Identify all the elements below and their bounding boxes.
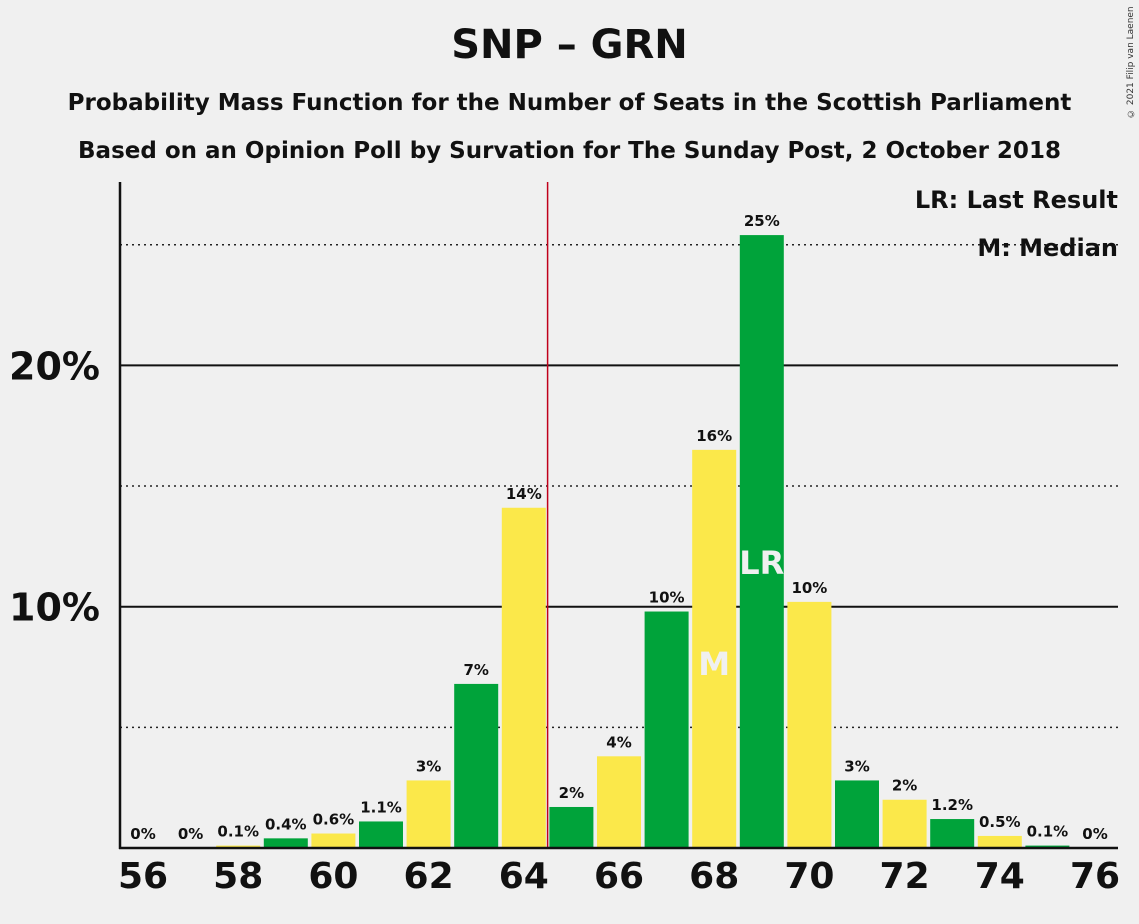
bar-seat-63 bbox=[454, 683, 499, 848]
x-tick-label: 76 bbox=[1070, 856, 1120, 897]
bar-seat-69 bbox=[739, 235, 784, 848]
bar-value-label: 3% bbox=[416, 757, 441, 775]
bar-seat-65 bbox=[549, 806, 594, 848]
x-tick-label: 56 bbox=[118, 856, 168, 897]
bar-seat-71 bbox=[835, 780, 879, 848]
bar-value-label: 2% bbox=[559, 784, 584, 802]
x-tick-label: 70 bbox=[784, 856, 834, 897]
bar-seat-70 bbox=[787, 601, 832, 848]
bar-value-label: 0.1% bbox=[217, 823, 259, 841]
bar-seat-62 bbox=[406, 780, 451, 848]
x-tick-label: 60 bbox=[308, 856, 358, 897]
x-tick-label: 66 bbox=[594, 856, 644, 897]
axes: 10% 20% 56 58 60 62 64 66 68 70 72 74 76 bbox=[9, 182, 1120, 897]
bar-value-label: 10% bbox=[791, 579, 827, 597]
bar-value-label: 16% bbox=[696, 427, 732, 445]
bar-seat-64 bbox=[501, 507, 546, 848]
x-tick-label: 68 bbox=[689, 856, 739, 897]
bar-value-label: 0% bbox=[178, 825, 203, 843]
legend-last-result: LR: Last Result bbox=[914, 186, 1118, 214]
bar-value-label: 1.1% bbox=[360, 798, 402, 816]
bar-value-label: 7% bbox=[463, 661, 488, 679]
bar-seat-66 bbox=[597, 756, 641, 848]
bar-seat-73 bbox=[930, 819, 975, 848]
chart-subtitle-1: Probability Mass Function for the Number… bbox=[67, 90, 1072, 116]
bars bbox=[216, 235, 1070, 848]
bar-seat-72 bbox=[882, 799, 927, 848]
median-marker: M bbox=[698, 645, 730, 683]
bar-seat-61 bbox=[359, 821, 403, 848]
legend-median: M: Median bbox=[977, 234, 1118, 262]
x-tick-label: 72 bbox=[880, 856, 930, 897]
chart-subtitle-2: Based on an Opinion Poll by Survation fo… bbox=[78, 138, 1061, 164]
y-tick-label: 10% bbox=[9, 586, 100, 630]
bar-seat-74 bbox=[977, 835, 1022, 848]
bar-value-label: 0.5% bbox=[979, 813, 1021, 831]
gridlines bbox=[120, 243, 1118, 729]
x-tick-label: 74 bbox=[975, 856, 1025, 897]
bar-value-label: 0.1% bbox=[1027, 823, 1069, 841]
bar-seat-60 bbox=[311, 833, 356, 848]
bar-value-label: 14% bbox=[506, 485, 542, 503]
y-tick-label: 20% bbox=[9, 344, 100, 388]
bar-value-labels: 0% 0% 0.1% 0.4% 0.6% 1.1% 3% 7% 14% 2% 4% 10% 16% M 25… bbox=[130, 212, 1107, 843]
bar-value-label: 2% bbox=[892, 777, 917, 795]
bar-value-label: 0% bbox=[130, 825, 155, 843]
x-tick-label: 62 bbox=[404, 856, 454, 897]
bar-seat-67 bbox=[644, 611, 689, 848]
bar-value-label: 4% bbox=[606, 733, 631, 751]
bar-value-label: 25% bbox=[744, 212, 780, 230]
bar-value-label: 0.6% bbox=[313, 811, 355, 829]
bar-value-label: 3% bbox=[844, 757, 869, 775]
x-tick-label: 64 bbox=[499, 856, 549, 897]
bar-seat-59 bbox=[263, 838, 308, 848]
last-result-marker: LR bbox=[739, 544, 784, 582]
bar-value-label: 1.2% bbox=[931, 796, 973, 814]
bar-value-label: 0.4% bbox=[265, 815, 307, 833]
x-tick-label: 58 bbox=[213, 856, 263, 897]
bar-value-label: 10% bbox=[649, 589, 685, 607]
bar-seat-68 bbox=[692, 449, 737, 848]
bar-value-label: 0% bbox=[1082, 825, 1107, 843]
chart-title: SNP – GRN bbox=[451, 22, 688, 68]
